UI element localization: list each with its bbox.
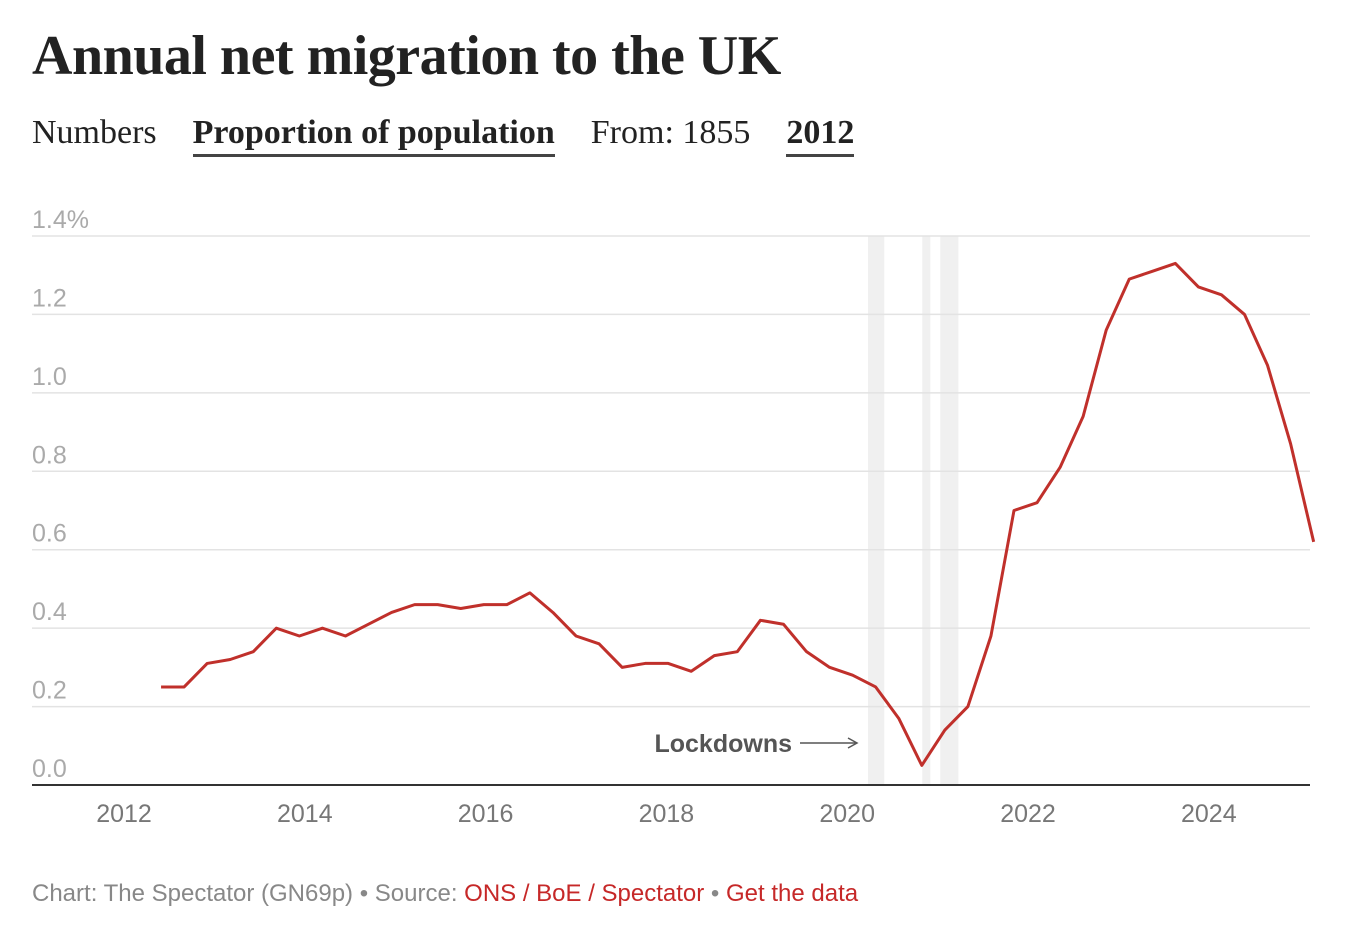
x-tick-label: 2016 xyxy=(458,800,514,828)
y-tick-label: 1.0 xyxy=(32,363,67,391)
y-tick-label: 0.8 xyxy=(32,441,67,469)
chart-title: Annual net migration to the UK xyxy=(32,25,781,87)
y-tick-label: 0.0 xyxy=(32,755,67,783)
x-tick-label: 2018 xyxy=(639,800,695,828)
y-tick-label: 0.6 xyxy=(32,520,67,548)
y-tick-label: 0.4 xyxy=(32,598,67,626)
x-tick-label: 2022 xyxy=(1000,800,1056,828)
lockdown-band xyxy=(867,236,885,785)
x-tick-label: 2014 xyxy=(277,800,333,828)
lockdown-band xyxy=(922,236,931,785)
credit-text: Chart: The Spectator (GN69p) • Source: xyxy=(32,880,465,907)
arrowhead-icon xyxy=(847,737,859,749)
tab-from-2012[interactable]: 2012 xyxy=(786,114,855,157)
y-tick-label: 0.2 xyxy=(32,677,67,705)
x-tick-label: 2012 xyxy=(96,800,152,828)
source-link[interactable]: ONS / BoE / Spectator xyxy=(464,880,705,907)
separator: • xyxy=(704,880,727,907)
line-chart: 0.0 0.2 0.4 0.6 0.8 1.0 1.2 1.4% 2012 2014 2016 201… xyxy=(32,206,1316,828)
tab-from-1855[interactable]: From: 1855 xyxy=(590,114,751,151)
x-tick-label: 2024 xyxy=(1181,800,1237,828)
chart-footer: Chart: The Spectator (GN69p) • Source: O… xyxy=(32,880,858,908)
lockdown-band xyxy=(940,236,959,785)
y-tick-label: 1.2 xyxy=(32,284,67,312)
series-line xyxy=(161,261,1316,767)
tab-numbers[interactable]: Numbers xyxy=(32,114,157,151)
view-tabs: Numbers Proportion of population From: 1… xyxy=(32,114,855,157)
tab-proportion[interactable]: Proportion of population xyxy=(192,114,555,157)
x-tick-label: 2020 xyxy=(819,800,875,828)
get-data-link[interactable]: Get the data xyxy=(726,880,859,907)
y-tick-label: 1.4% xyxy=(32,206,89,234)
lockdowns-annotation: Lockdowns xyxy=(654,730,792,758)
